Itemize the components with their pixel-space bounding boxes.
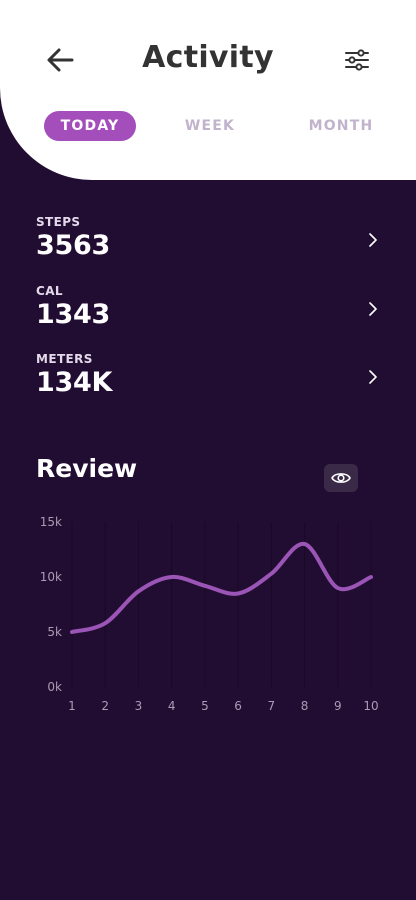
tab-week[interactable]: WEEK	[184, 118, 236, 134]
eye-icon	[331, 473, 351, 483]
y-tick-label: 10k	[40, 570, 62, 584]
x-tick-label: 7	[268, 699, 276, 713]
stat-meters[interactable]: METERS 134K	[36, 352, 386, 412]
x-tick-label: 2	[101, 699, 109, 713]
chevron-right-icon	[369, 233, 377, 247]
y-tick-label: 15k	[40, 515, 62, 529]
visibility-toggle-button[interactable]	[324, 464, 358, 492]
x-tick-label: 4	[168, 699, 176, 713]
tab-today[interactable]: TODAY	[44, 111, 136, 141]
header: Activity TODAY WEEK MONTH	[0, 0, 416, 180]
x-tick-label: 10	[363, 699, 378, 713]
review-title: Review	[36, 454, 138, 483]
chevron-right-icon	[369, 302, 377, 316]
x-tick-label: 1	[68, 699, 76, 713]
stat-label: METERS	[36, 352, 93, 366]
y-tick-label: 5k	[47, 625, 62, 639]
x-tick-label: 8	[301, 699, 309, 713]
back-button[interactable]	[42, 44, 78, 76]
x-tick-label: 3	[135, 699, 143, 713]
page-title: Activity	[142, 40, 274, 75]
x-tick-label: 5	[201, 699, 209, 713]
y-tick-label: 0k	[47, 680, 62, 694]
stat-value: 1343	[36, 299, 110, 330]
series-line	[70, 541, 373, 634]
stat-label: STEPS	[36, 215, 81, 229]
arrow-left-icon	[47, 48, 74, 72]
tab-month[interactable]: MONTH	[308, 118, 374, 134]
stat-value: 134K	[36, 367, 113, 398]
review-chart: 0k 5k 10k 15k 1 2 3 4 5 6 7 8 9 10	[40, 515, 379, 713]
filter-button[interactable]	[342, 46, 372, 74]
stat-steps[interactable]: STEPS 3563	[36, 215, 386, 275]
x-tick-label: 9	[334, 699, 342, 713]
stat-cal[interactable]: CAL 1343	[36, 284, 386, 344]
stat-value: 3563	[36, 230, 110, 261]
x-tick-label: 6	[234, 699, 242, 713]
chevron-right-icon	[369, 370, 377, 384]
stat-label: CAL	[36, 284, 63, 298]
sliders-icon	[345, 49, 369, 71]
